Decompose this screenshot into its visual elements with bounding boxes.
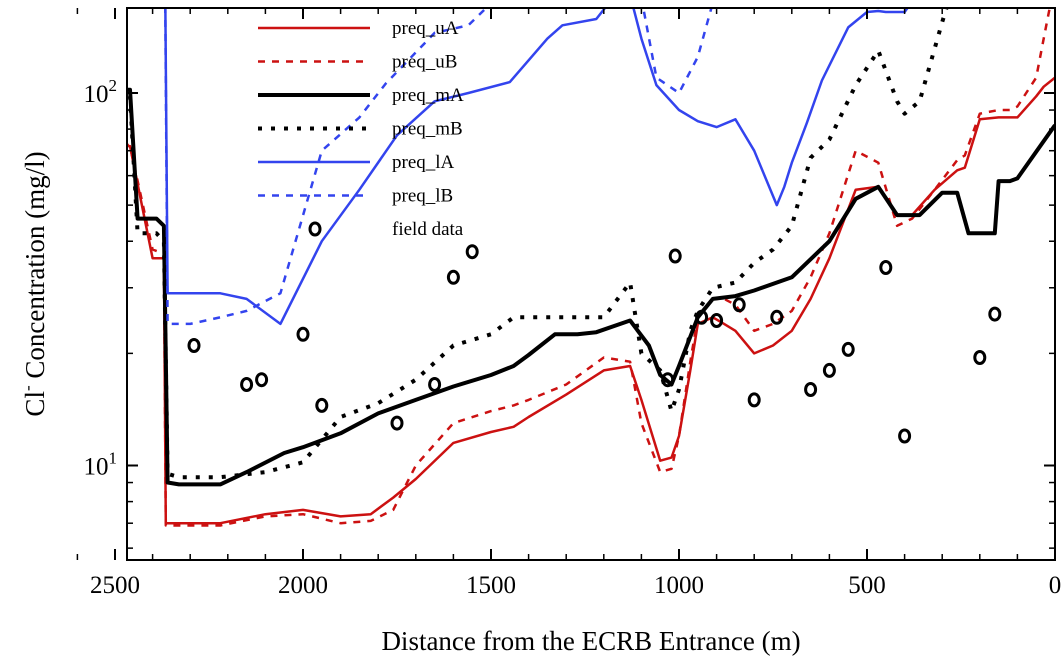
plot-frame — [126, 7, 1056, 561]
y-axis: 101102103 — [84, 76, 1055, 549]
field-data-point — [465, 244, 479, 260]
field-data-point — [841, 341, 855, 357]
series-line-preq_mB — [127, 8, 949, 480]
x-tick-label: 1000 — [654, 572, 704, 599]
field-data-point — [428, 377, 442, 392]
y-tick-label-base: 10 — [84, 454, 109, 481]
y-axis-title-superscript: - — [18, 385, 37, 391]
series-layer — [127, 8, 1055, 527]
field-data-point — [446, 269, 460, 285]
x-axis: 2500 2000 1500 1000 500 0 — [76, 8, 1062, 599]
y-axis-title: Cl- Concentration (mg/l) — [18, 151, 50, 416]
series-line-preq_uA — [127, 76, 1055, 525]
y-axis-title-rest: Concentration (mg/l) — [20, 151, 50, 385]
field-data-point — [255, 372, 269, 388]
x-tick-label: 1500 — [466, 572, 516, 599]
field-data-layer — [187, 244, 1002, 444]
series-line-preq_lB — [164, 8, 713, 326]
legend: preq_uA preq_uB preq_mA preq_mB preq_lA preq_… — [258, 18, 464, 240]
legend-swatch-field-data — [308, 221, 322, 237]
x-tick-label: 500 — [848, 572, 886, 599]
field-data-point — [695, 309, 709, 325]
y-tick-label-base: 10 — [84, 81, 109, 108]
y-axis-title-main: Cl — [20, 391, 50, 417]
x-tick-label: 2000 — [278, 572, 328, 599]
legend-label-preq_uA: preq_uA — [392, 18, 459, 39]
y-tick-label: 101 — [84, 449, 118, 481]
field-data-point — [770, 309, 784, 325]
series-line-preq_uB — [127, 8, 1051, 527]
series-line-preq_lA — [164, 8, 910, 326]
field-data-point — [747, 392, 761, 408]
legend-label-preq_mB: preq_mB — [392, 119, 463, 140]
field-data-point — [315, 397, 329, 413]
x-tick-label: 0 — [1049, 572, 1062, 599]
legend-label-preq_mA: preq_mA — [392, 85, 464, 106]
field-data-point — [661, 372, 675, 388]
legend-label-preq_lB: preq_lB — [392, 186, 453, 207]
plot-area — [126, 7, 1056, 561]
field-data-point — [898, 428, 912, 444]
legend-label-preq_uB: preq_uB — [392, 52, 457, 73]
series-line-preq_mA — [127, 87, 1055, 487]
field-data-point — [390, 415, 404, 431]
field-data-point — [187, 338, 201, 353]
field-data-point — [879, 260, 893, 275]
field-data-point — [804, 382, 818, 397]
field-data-point — [822, 362, 836, 378]
x-axis-title: Distance from the ECRB Entrance (m) — [381, 626, 800, 656]
field-data-point — [240, 377, 254, 392]
field-data-point — [710, 313, 724, 328]
y-tick-label-exponent: 2 — [109, 76, 118, 95]
field-data-point — [732, 297, 746, 313]
x-tick-label: 2500 — [90, 572, 140, 599]
y-tick-label: 102 — [84, 76, 118, 108]
field-data-point — [668, 248, 682, 264]
legend-label-preq_lA: preq_lA — [392, 152, 455, 173]
field-data-point — [988, 306, 1002, 322]
field-data-point — [296, 326, 310, 342]
field-data-point — [973, 350, 987, 365]
y-tick-label-exponent: 1 — [109, 449, 118, 468]
legend-label-field-data: field data — [392, 219, 464, 240]
